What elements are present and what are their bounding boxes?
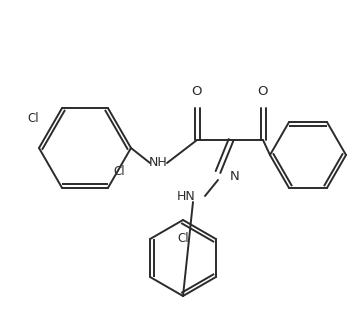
Text: Cl: Cl — [27, 112, 39, 125]
Text: O: O — [192, 85, 202, 98]
Text: NH: NH — [149, 156, 167, 169]
Text: O: O — [258, 85, 268, 98]
Text: HN: HN — [176, 190, 195, 203]
Text: Cl: Cl — [177, 232, 189, 245]
Text: Cl: Cl — [113, 165, 125, 178]
Text: N: N — [230, 171, 240, 184]
